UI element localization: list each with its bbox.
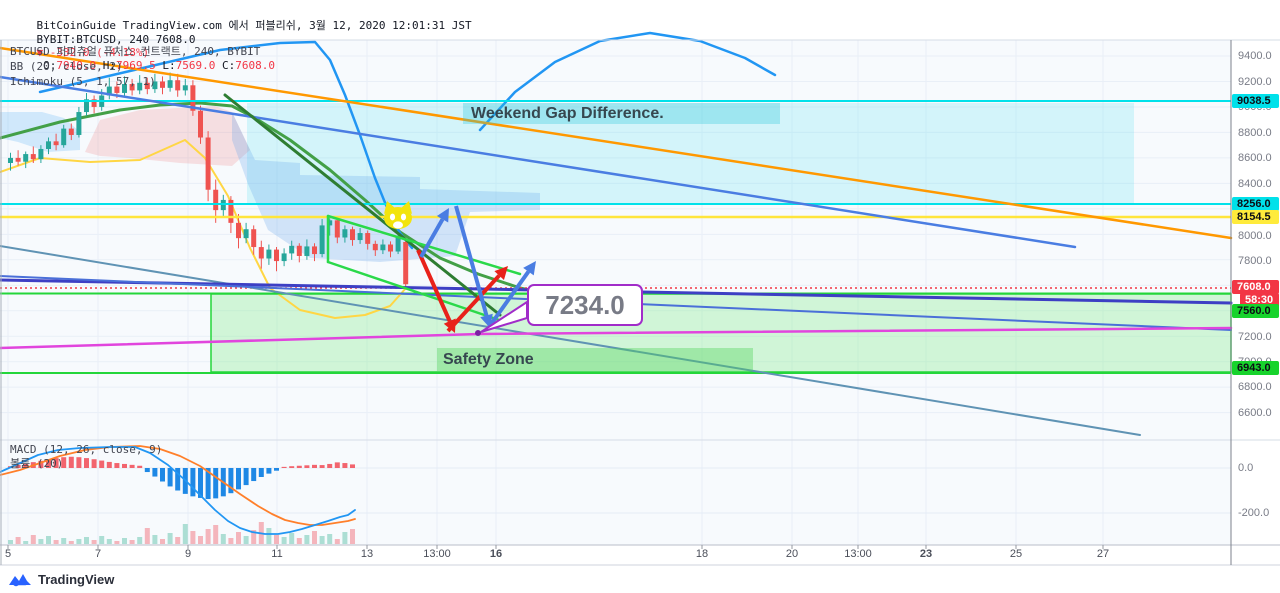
tradingview-brand-text[interactable]: TradingView [38, 572, 115, 587]
time-tick-label: 25 [1009, 548, 1023, 560]
time-tick-label: 18 [695, 548, 709, 560]
time-tick-label: 27 [1096, 548, 1110, 560]
price-tick-label: 8600.0 [1238, 152, 1272, 164]
price-tick-label: 0.0 [1238, 462, 1254, 474]
time-tick-label: 13 [360, 548, 374, 560]
volume-label[interactable]: 볼륨 (20) [10, 457, 64, 470]
price-callout[interactable]: 7234.0 [527, 284, 643, 326]
ohlc-value: 7969.5 [116, 59, 156, 72]
time-tick-label: 20 [785, 548, 799, 560]
price-tick-label: 9200.0 [1238, 76, 1272, 88]
macd-legend: MACD (12, 26, close, 9) 볼륨 (20) [10, 443, 162, 471]
ohlc-values: O:7940.0 H:7969.5 L:7569.0 C:7608.0 [36, 59, 275, 72]
ohlc-value: 7940.0 [56, 59, 97, 72]
price-level-badge: 6943.0 [1232, 361, 1279, 375]
price-level-badge: 8256.0 [1232, 197, 1279, 211]
time-tick-label: 7 [94, 548, 102, 560]
time-tick-label: 13:00 [423, 548, 451, 560]
time-tick-label: 23 [919, 548, 933, 560]
price-tick-label: 8000.0 [1238, 230, 1272, 242]
time-axis[interactable]: 5 7 9 11 13 13:00 16 18 20 13:00 23 25 27 [0, 545, 1231, 565]
safety-zone-text: Safety Zone [443, 351, 534, 368]
publish-info-text: BitCoinGuide TradingView.com 에서 퍼블리쉬, 3월… [36, 19, 472, 32]
price-tick-label: 8800.0 [1238, 127, 1272, 139]
price-level-badge: 9038.5 [1232, 94, 1279, 108]
callout-price-text: 7234.0 [545, 290, 625, 320]
time-tick-label: 9 [184, 548, 192, 560]
bar-countdown-badge: 58:30 [1240, 293, 1279, 307]
price-level-badge: 7560.0 [1232, 304, 1279, 318]
symbol-text[interactable]: BYBIT:BTCUSD, 240 7608.0 [36, 33, 196, 46]
ohlc-key: L: [155, 59, 176, 72]
time-tick-label: 5 [4, 548, 12, 560]
ohlc-value: 7608.0 [235, 59, 275, 72]
price-axis[interactable]: 9400.09200.09000.08800.08600.08400.08000… [1231, 40, 1280, 565]
time-tick-label: 11 [271, 548, 283, 560]
legend-symbol-row[interactable]: BTCUSD 퍼피츄얼 퓨처스 컨트랙트, 240, BYBIT [10, 45, 261, 58]
footer-bar: TradingView [0, 566, 1280, 593]
time-tick-label: 16 [489, 548, 503, 560]
cat-icon [384, 201, 412, 229]
price-tick-label: 9400.0 [1238, 50, 1272, 62]
safety-zone-label: Safety Zone [437, 348, 753, 371]
price-tick-label: 8400.0 [1238, 178, 1272, 190]
tradingview-logo-icon[interactable] [8, 572, 32, 588]
price-tick-label: 7200.0 [1238, 331, 1272, 343]
ohlc-key: O: [36, 59, 57, 72]
weekend-gap-text: Weekend Gap Difference. [471, 105, 664, 122]
change-text: ▼ -332.0 (-4.18%) [36, 46, 150, 59]
chart-legend: BTCUSD 퍼피츄얼 퓨처스 컨트랙트, 240, BYBIT BB (20,… [10, 44, 260, 89]
legend-bb-row[interactable]: BB (20, close, 2) [10, 60, 123, 73]
price-tick-label: 7800.0 [1238, 255, 1272, 267]
weekend-gap-zone-label: Weekend Gap Difference. [463, 103, 780, 124]
price-tick-label: -200.0 [1238, 507, 1270, 519]
symbol-ohlc-line: BYBIT:BTCUSD, 240 7608.0 ▼ -332.0 (-4.18… [10, 20, 276, 85]
legend-ichimoku-row[interactable]: Ichimoku (5, 1, 57, 1) [10, 75, 156, 88]
ohlc-key: H: [96, 59, 116, 72]
ohlc-key: C: [215, 59, 236, 72]
publish-header: BitCoinGuide TradingView.com 에서 퍼블리쉬, 3월… [10, 4, 472, 46]
price-tick-label: 6600.0 [1238, 407, 1272, 419]
price-level-badge: 8154.5 [1232, 210, 1279, 224]
price-tick-label: 6800.0 [1238, 381, 1272, 393]
time-tick-label: 13:00 [844, 548, 872, 560]
macd-label[interactable]: MACD (12, 26, close, 9) [10, 443, 163, 456]
ohlc-value: 7569.0 [175, 59, 216, 72]
price-level-badge: 7608.0 [1232, 280, 1279, 294]
